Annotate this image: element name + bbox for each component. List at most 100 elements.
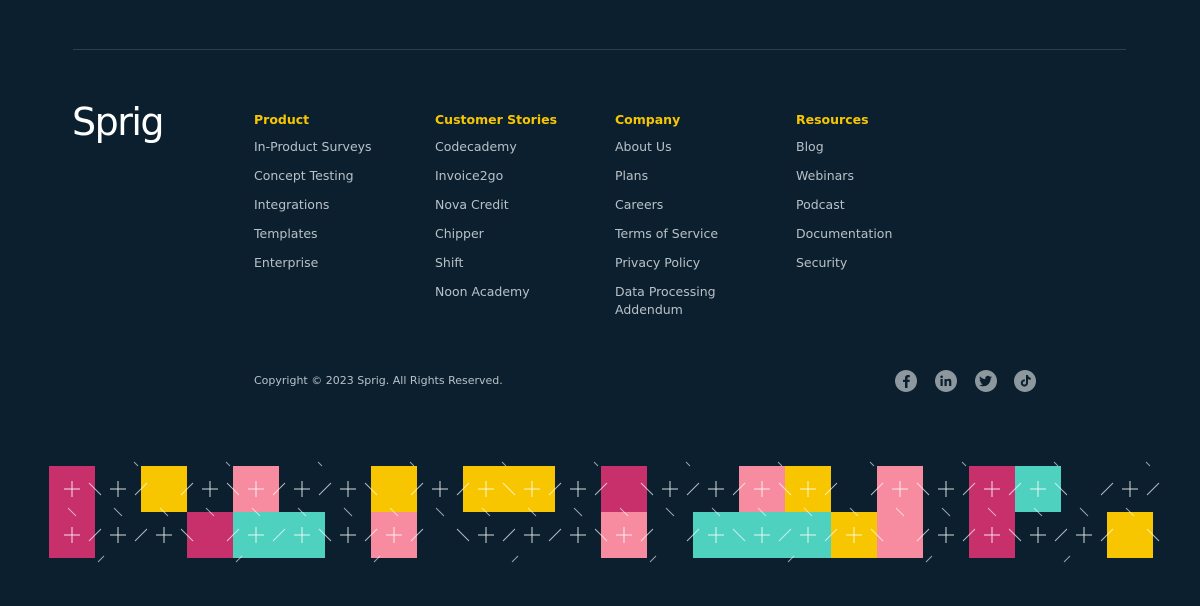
pattern-stroke bbox=[962, 482, 976, 496]
tile bbox=[371, 466, 417, 512]
pattern-stroke bbox=[511, 555, 519, 563]
footer-link[interactable]: In-Product Surveys bbox=[254, 139, 372, 154]
pattern-stroke bbox=[226, 482, 240, 496]
pattern-stroke bbox=[938, 481, 954, 497]
pattern-stroke bbox=[389, 507, 399, 517]
footer-link[interactable]: Security bbox=[796, 255, 848, 270]
pattern-stroke bbox=[849, 507, 859, 517]
pattern-stroke bbox=[1053, 461, 1059, 467]
pattern-stroke bbox=[1054, 482, 1068, 496]
pattern-stroke bbox=[272, 482, 286, 496]
pattern-stroke bbox=[778, 482, 792, 496]
pattern-stroke bbox=[686, 482, 700, 496]
footer-link[interactable]: Podcast bbox=[796, 197, 845, 212]
pattern-stroke bbox=[941, 507, 951, 517]
footer-link[interactable]: Shift bbox=[435, 255, 464, 270]
footer-link[interactable]: Webinars bbox=[796, 168, 854, 183]
footer-link[interactable]: Privacy Policy bbox=[615, 255, 701, 270]
pattern-stroke bbox=[925, 555, 933, 563]
linkedin-icon[interactable] bbox=[935, 370, 957, 392]
pattern-stroke bbox=[824, 528, 838, 542]
column-heading: Customer Stories bbox=[435, 112, 558, 127]
pattern-stroke bbox=[134, 528, 148, 542]
pattern-stroke bbox=[410, 482, 424, 496]
pattern-stroke bbox=[478, 481, 494, 497]
pattern-stroke bbox=[665, 507, 675, 517]
pattern-stroke bbox=[67, 507, 77, 517]
pattern-stroke bbox=[1008, 528, 1022, 542]
pattern-stroke bbox=[1063, 555, 1071, 563]
pattern-stroke bbox=[1076, 527, 1092, 543]
pattern-stroke bbox=[225, 461, 231, 467]
pattern-stroke bbox=[64, 527, 80, 543]
footer-link[interactable]: Nova Credit bbox=[435, 197, 509, 212]
footer-link[interactable]: Integrations bbox=[254, 197, 330, 212]
tile bbox=[601, 466, 647, 512]
pattern-stroke bbox=[524, 481, 540, 497]
column-heading: Company bbox=[615, 112, 681, 127]
pattern-stroke bbox=[1030, 527, 1046, 543]
logo[interactable]: Sprig bbox=[72, 100, 165, 144]
footer-link[interactable]: Terms of Service bbox=[615, 226, 719, 241]
pattern-stroke bbox=[456, 482, 470, 496]
pattern-stroke bbox=[1030, 481, 1046, 497]
pattern-stroke bbox=[1122, 481, 1138, 497]
pattern-stroke bbox=[640, 528, 654, 542]
link-column: Company About Us Plans Careers Terms of Serv… bbox=[615, 112, 765, 330]
pattern-stroke bbox=[318, 528, 332, 542]
facebook-icon[interactable] bbox=[895, 370, 917, 392]
pattern-stroke bbox=[570, 481, 586, 497]
link-column: Product In-Product Surveys Concept Testing… bbox=[254, 112, 404, 283]
pattern-stroke bbox=[435, 507, 445, 517]
footer-link[interactable]: Templates bbox=[254, 226, 318, 241]
pattern-stroke bbox=[340, 527, 356, 543]
pattern-stroke bbox=[159, 507, 169, 517]
pattern-stroke bbox=[961, 461, 967, 467]
pattern-stroke bbox=[1008, 482, 1022, 496]
pattern-stroke bbox=[803, 507, 813, 517]
footer-link[interactable]: Plans bbox=[615, 168, 649, 183]
tiktok-icon[interactable] bbox=[1014, 370, 1036, 392]
pattern-stroke bbox=[987, 507, 997, 517]
footer-link[interactable]: Invoice2go bbox=[435, 168, 504, 183]
footer-link[interactable]: Enterprise bbox=[254, 255, 319, 270]
pattern-stroke bbox=[594, 482, 608, 496]
pattern-stroke bbox=[364, 482, 378, 496]
twitter-icon[interactable] bbox=[975, 370, 997, 392]
pattern-stroke bbox=[800, 527, 816, 543]
footer-link[interactable]: Blog bbox=[796, 139, 824, 154]
tile bbox=[1107, 512, 1153, 558]
footer-link[interactable]: Careers bbox=[615, 197, 664, 212]
footer-link[interactable]: Codecademy bbox=[435, 139, 517, 154]
pattern-stroke bbox=[916, 528, 930, 542]
pattern-stroke bbox=[593, 461, 599, 467]
footer-link[interactable]: Noon Academy bbox=[435, 284, 530, 299]
pattern-stroke bbox=[916, 482, 930, 496]
footer-link[interactable]: Chipper bbox=[435, 226, 484, 241]
pattern-stroke bbox=[962, 528, 976, 542]
footer-link[interactable]: Documentation bbox=[796, 226, 893, 241]
pattern-stroke bbox=[895, 507, 905, 517]
pattern-stroke bbox=[248, 527, 264, 543]
pattern-stroke bbox=[501, 461, 507, 467]
pattern-stroke bbox=[754, 481, 770, 497]
footer-link[interactable]: Concept Testing bbox=[254, 168, 354, 183]
pattern-stroke bbox=[787, 555, 795, 563]
tile bbox=[141, 466, 187, 512]
pattern-stroke bbox=[548, 482, 562, 496]
pattern-stroke bbox=[226, 528, 240, 542]
pattern-stroke bbox=[662, 481, 678, 497]
pattern-stroke bbox=[527, 507, 537, 517]
pattern-stroke bbox=[294, 527, 310, 543]
pattern-stroke bbox=[202, 481, 218, 497]
footer-link[interactable]: About Us bbox=[615, 139, 672, 154]
pattern-stroke bbox=[502, 528, 516, 542]
pattern-stroke bbox=[134, 482, 148, 496]
pattern-stroke bbox=[113, 507, 123, 517]
pattern-stroke bbox=[251, 507, 261, 517]
pattern-stroke bbox=[481, 507, 491, 517]
footer-link[interactable]: Data Processing Addendum bbox=[615, 284, 716, 317]
pattern-stroke bbox=[343, 507, 353, 517]
pattern-stroke bbox=[570, 527, 586, 543]
